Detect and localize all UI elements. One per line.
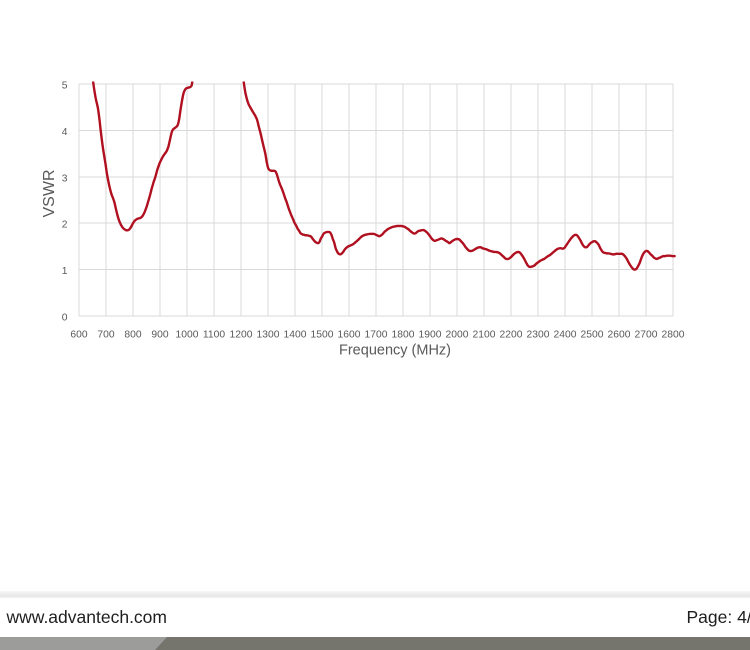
svg-text:3: 3	[62, 173, 68, 184]
svg-text:2100: 2100	[473, 329, 496, 340]
svg-text:2800: 2800	[662, 329, 685, 340]
svg-text:1800: 1800	[392, 329, 415, 340]
svg-text:2600: 2600	[608, 329, 631, 340]
svg-text:900: 900	[151, 329, 168, 340]
svg-text:1600: 1600	[338, 329, 361, 340]
svg-text:Frequency (MHz): Frequency (MHz)	[339, 343, 451, 359]
svg-text:2200: 2200	[500, 329, 523, 340]
svg-text:1900: 1900	[419, 329, 442, 340]
svg-text:0: 0	[62, 313, 68, 324]
svg-text:2700: 2700	[635, 329, 658, 340]
svg-text:1700: 1700	[365, 329, 388, 340]
svg-text:1300: 1300	[257, 329, 280, 340]
svg-text:1400: 1400	[284, 329, 307, 340]
svg-text:2500: 2500	[581, 329, 604, 340]
svg-text:2300: 2300	[527, 329, 550, 340]
svg-text:600: 600	[70, 329, 87, 340]
svg-text:700: 700	[97, 329, 114, 340]
svg-text:4: 4	[62, 127, 68, 138]
svg-text:2400: 2400	[554, 329, 577, 340]
svg-text:1: 1	[62, 266, 68, 277]
svg-text:2000: 2000	[446, 329, 469, 340]
svg-text:1500: 1500	[311, 329, 334, 340]
svg-text:1000: 1000	[176, 329, 199, 340]
svg-text:800: 800	[124, 329, 141, 340]
svg-text:2: 2	[62, 220, 68, 231]
svg-text:1100: 1100	[203, 329, 225, 340]
svg-text:5: 5	[62, 81, 68, 92]
svg-text:1200: 1200	[230, 329, 253, 340]
svg-text:VSWR: VSWR	[41, 170, 58, 218]
